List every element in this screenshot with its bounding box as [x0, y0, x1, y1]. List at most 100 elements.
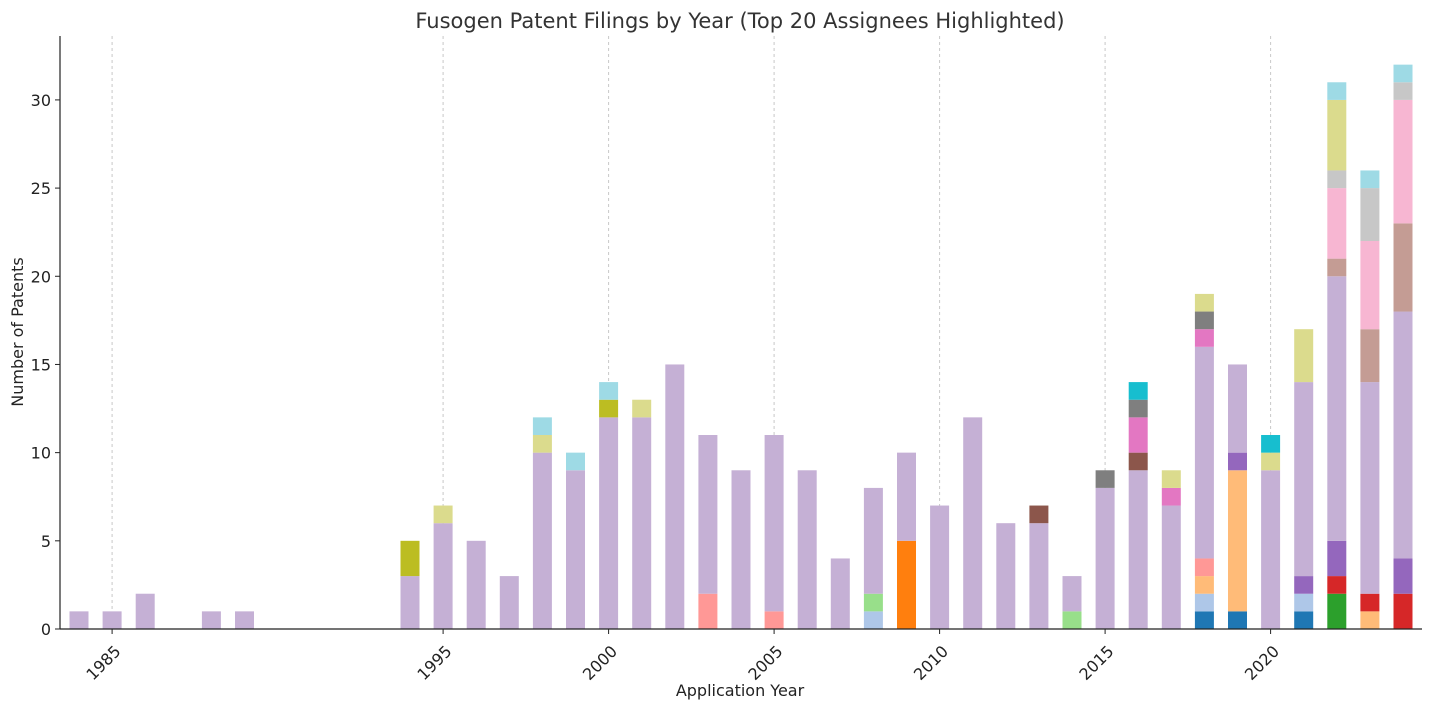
bar-segment-purple: [1294, 576, 1314, 594]
bar-segment-lightgray: [1393, 82, 1413, 100]
bar-segment-other: [102, 611, 122, 629]
bar-segment-other: [1261, 470, 1281, 629]
bar-segment-other: [433, 523, 453, 629]
bar-segment-khaki: [1327, 99, 1347, 171]
bar-segment-cyan: [1261, 435, 1281, 453]
bar-segment-other: [235, 611, 254, 629]
bar-segment-other: [1062, 576, 1082, 612]
bar-segment-other: [830, 558, 850, 629]
bar-segment-lightorange: [1194, 576, 1214, 594]
bar-segment-other: [1095, 487, 1115, 629]
bar-segment-lightcyan: [599, 382, 619, 400]
bar-segment-green: [1327, 593, 1347, 629]
bar-segment-red: [1360, 593, 1380, 612]
bar-segment-gray: [1128, 399, 1148, 418]
bar-segment-khaki: [632, 399, 652, 418]
bar-segment-other: [797, 470, 817, 629]
y-tick-label: 25: [31, 179, 51, 198]
x-tick-label: 2020: [1241, 642, 1283, 684]
bar-segment-other: [566, 470, 585, 629]
bar-segment-other: [1327, 276, 1347, 541]
bar-segment-other: [897, 452, 916, 541]
y-axis-label: Number of Patents: [8, 257, 27, 406]
bar-segment-brown: [1029, 505, 1049, 524]
bar-segment-other: [466, 540, 486, 629]
bar-segment-other: [532, 452, 552, 629]
bar-segment-other: [632, 417, 652, 629]
bar-segment-lightorange: [1228, 470, 1247, 612]
bar-segment-lightcyan: [532, 417, 552, 435]
bar-segment-other: [698, 435, 718, 594]
bar-segment-other: [400, 576, 420, 629]
bar-segment-lightpink: [1360, 241, 1380, 330]
grid-lines: [111, 36, 1272, 629]
bar-segment-olive: [599, 399, 619, 418]
bar-segment-other: [499, 576, 519, 629]
bar-segment-blue: [1194, 611, 1214, 629]
bar-segment-olive: [400, 540, 420, 577]
bar-segment-red: [1393, 593, 1413, 629]
bar-segment-other: [1161, 505, 1181, 629]
y-ticks: 0 5 10 15 20 25 30: [31, 91, 60, 639]
y-tick-label: 15: [31, 355, 51, 374]
y-tick-label: 20: [31, 267, 51, 286]
y-tick-label: 30: [31, 91, 51, 110]
chart-title: Fusogen Patent Filings by Year (Top 20 A…: [415, 9, 1064, 33]
bar-segment-other: [599, 417, 619, 629]
bar-segment-lightgreen: [863, 593, 883, 612]
bar-segment-lightcyan: [1327, 82, 1347, 100]
bar-segment-khaki: [532, 435, 552, 453]
bar-segment-lightblue: [1294, 593, 1314, 612]
bar-segment-other: [1228, 364, 1247, 453]
bar-segment-other: [863, 487, 883, 594]
bar-segment-other: [731, 470, 751, 629]
bar-segment-lightbrown: [1393, 223, 1413, 312]
bar-segment-gray: [1095, 470, 1115, 488]
bar-segment-other: [1393, 311, 1413, 559]
bar-segment-brown: [1128, 452, 1148, 471]
bar-segment-red: [1327, 576, 1347, 594]
bar-segment-lightcyan: [1393, 64, 1413, 83]
bar-segment-other: [1029, 523, 1049, 629]
bar-segment-lightbrown: [1327, 258, 1347, 277]
bar-segment-purple: [1393, 558, 1413, 594]
x-tick-label: 2015: [1075, 642, 1117, 684]
bar-segment-lightblue: [863, 611, 883, 629]
bar-segment-khaki: [1161, 470, 1181, 488]
bars-group: [69, 64, 1413, 629]
bar-segment-other: [963, 417, 983, 629]
bar-segment-other: [69, 611, 89, 629]
bar-segment-salmon: [698, 593, 718, 629]
bar-segment-lightgreen: [1062, 611, 1082, 629]
x-axis-label: Application Year: [676, 681, 805, 700]
x-ticks: 1985 1995 2000 2005 2010 2015 2020: [82, 629, 1283, 684]
bar-segment-lightorange: [1360, 611, 1380, 629]
x-tick-label: 1985: [82, 642, 124, 684]
y-tick-label: 0: [41, 620, 51, 639]
bar-segment-salmon: [1194, 558, 1214, 577]
bar-segment-lightpink: [1393, 99, 1413, 224]
bar-segment-orange: [897, 540, 916, 629]
bar-segment-lightcyan: [566, 452, 585, 471]
bar-segment-pink: [1194, 329, 1214, 347]
bar-segment-lightgray: [1360, 188, 1380, 241]
bar-segment-purple: [1228, 452, 1247, 471]
bar-segment-blue: [1294, 611, 1314, 629]
x-tick-label: 2010: [910, 642, 952, 684]
axes-group: [59, 36, 1422, 630]
bar-segment-pink: [1128, 417, 1148, 453]
bar-segment-khaki: [1194, 293, 1214, 312]
x-tick-label: 2005: [744, 642, 786, 684]
x-tick-label: 1995: [413, 642, 455, 684]
bar-segment-lightbrown: [1360, 329, 1380, 383]
y-tick-label: 5: [41, 532, 51, 551]
bar-segment-other: [996, 523, 1016, 629]
bar-segment-pink: [1161, 487, 1181, 506]
bar-segment-other: [201, 611, 221, 629]
bar-segment-khaki: [1261, 452, 1281, 471]
bar-segment-other: [135, 593, 155, 629]
bar-segment-purple: [1327, 540, 1347, 577]
bar-segment-blue: [1228, 611, 1247, 629]
bar-segment-lightcyan: [1360, 170, 1380, 189]
